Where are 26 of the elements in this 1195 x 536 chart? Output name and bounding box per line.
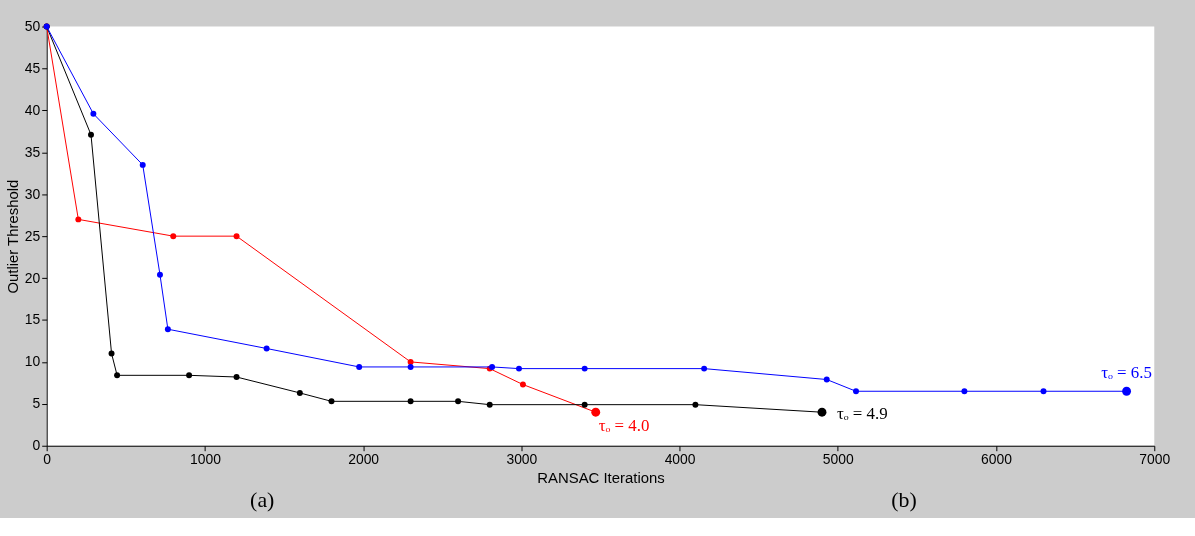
y-tick-label: 0 bbox=[32, 437, 41, 454]
x-tick-label: 4000 bbox=[664, 451, 696, 468]
y-tick-label: 15 bbox=[24, 311, 41, 328]
y-tick-label: 35 bbox=[24, 143, 41, 160]
y-tick-label: 30 bbox=[24, 185, 41, 202]
x-tick-label: 0 bbox=[43, 451, 52, 468]
text: (a) bbox=[250, 488, 275, 513]
text: (b) bbox=[891, 488, 917, 513]
y-tick-label: 5 bbox=[32, 395, 41, 412]
x-tick-label: 5000 bbox=[822, 451, 855, 468]
y-tick-label: 40 bbox=[24, 101, 41, 118]
y-axis-title: Outlier Threshold bbox=[4, 179, 21, 294]
x-tick-label: 6000 bbox=[981, 451, 1013, 468]
annotation: τₒ = 4.9 bbox=[836, 404, 888, 424]
y-tick-label: 20 bbox=[24, 269, 41, 286]
y-tick-label: 10 bbox=[24, 353, 41, 370]
x-tick-label: 1000 bbox=[189, 451, 222, 468]
x-axis-title: RANSAC Iterations bbox=[537, 470, 665, 486]
x-tick-label: 3000 bbox=[506, 451, 538, 468]
y-tick-label: 50 bbox=[24, 18, 41, 35]
annotation: τₒ = 6.5 bbox=[1101, 363, 1152, 383]
y-tick-label: 45 bbox=[24, 59, 41, 76]
x-tick-label: 2000 bbox=[348, 451, 380, 468]
y-tick-label: 25 bbox=[24, 227, 41, 244]
annotation: τₒ = 4.0 bbox=[598, 416, 650, 436]
x-tick-label: 7000 bbox=[1139, 451, 1171, 468]
